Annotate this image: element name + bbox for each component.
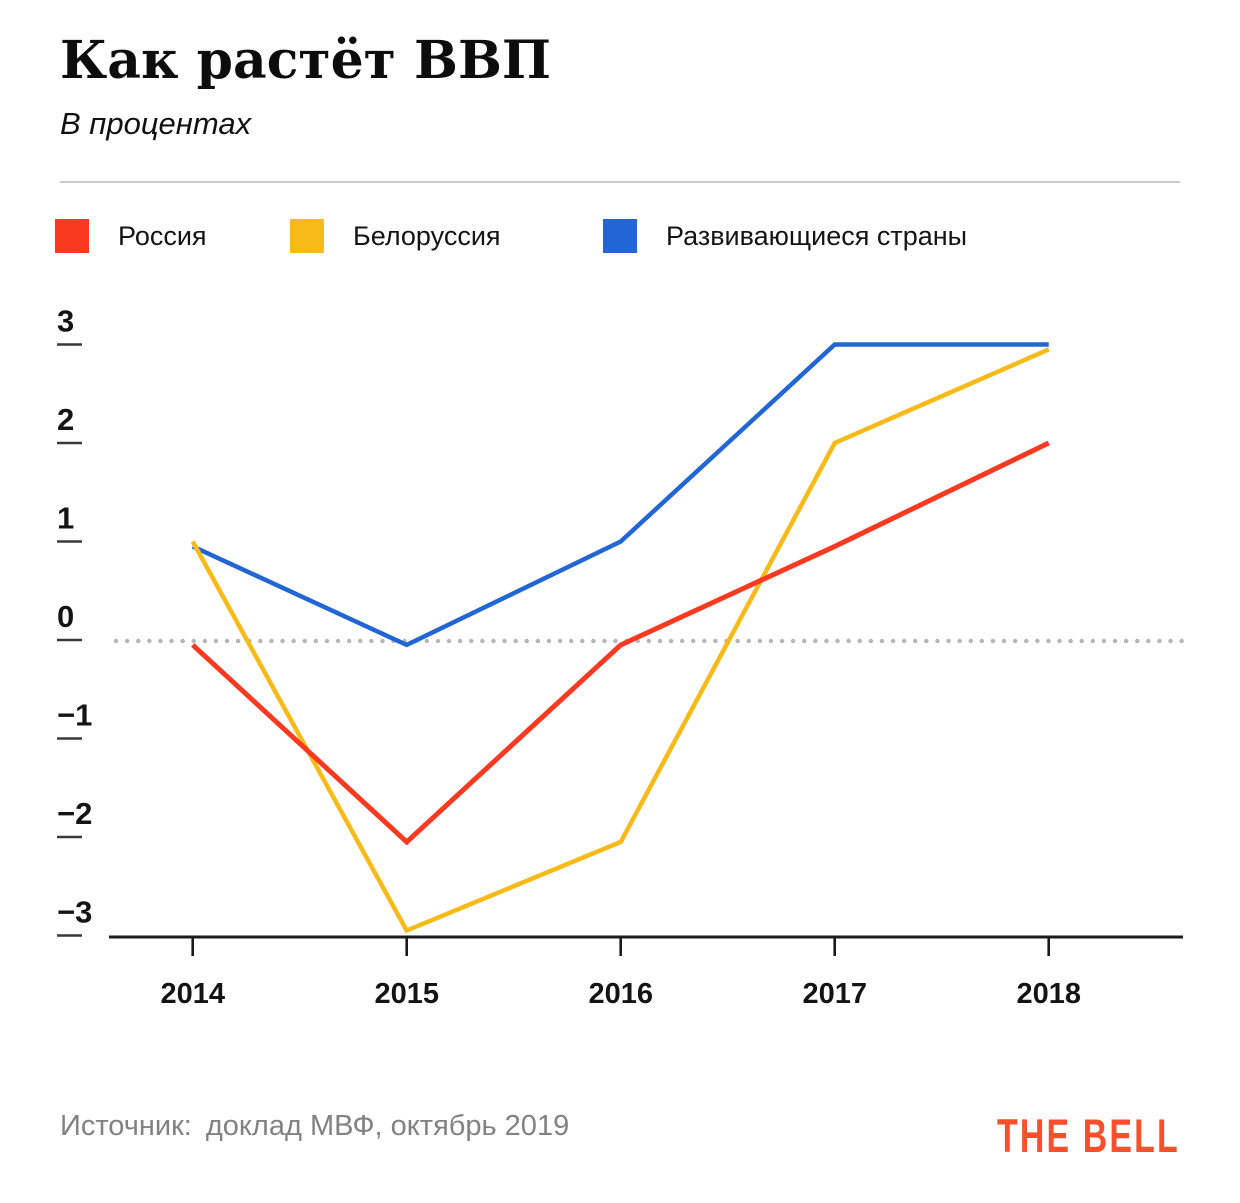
legend-label-3: Развивающиеся страны xyxy=(666,220,968,251)
x-axis-label: 2018 xyxy=(1016,978,1081,1010)
legend-swatch-2 xyxy=(290,219,324,253)
source-label: Источник: xyxy=(60,1110,192,1142)
legend-item-1: Россия xyxy=(55,218,207,254)
chart-subtitle: В процентах xyxy=(60,106,252,141)
y-axis-tick-label: 1 xyxy=(57,501,74,536)
x-axis-label: 2017 xyxy=(802,978,867,1010)
y-axis-tick-label: −2 xyxy=(57,796,92,831)
y-axis-tick-label: 0 xyxy=(57,599,74,634)
series-line-1 xyxy=(191,440,1050,846)
y-axis-tick-label: −1 xyxy=(57,698,92,733)
x-axis-label: 2015 xyxy=(374,978,439,1010)
series-line-3 xyxy=(191,342,1049,648)
x-axis-label: 2016 xyxy=(588,978,653,1010)
legend-item-2: Белоруссия xyxy=(290,218,501,254)
the-bell-logo: THE BELL xyxy=(997,1109,1180,1162)
legend-label-1: Россия xyxy=(118,220,207,251)
legend-item-3: Развивающиеся страны xyxy=(603,218,967,254)
y-axis-tick-label: 2 xyxy=(57,402,74,437)
y-axis-tick-label: −3 xyxy=(57,895,92,930)
header-divider xyxy=(60,181,1180,183)
legend-swatch-1 xyxy=(55,219,89,253)
legend-swatch-3 xyxy=(603,219,637,253)
source-note: Источник: доклад МВФ, октябрь 2019 xyxy=(60,1110,569,1143)
chart-title: Как растёт ВВП xyxy=(60,30,552,91)
series-line-2 xyxy=(190,347,1050,934)
source-text: доклад МВФ, октябрь 2019 xyxy=(205,1110,570,1142)
y-axis-tick-label: 3 xyxy=(57,304,74,339)
legend-label-2: Белоруссия xyxy=(353,220,501,251)
x-axis-label: 2014 xyxy=(160,978,225,1010)
